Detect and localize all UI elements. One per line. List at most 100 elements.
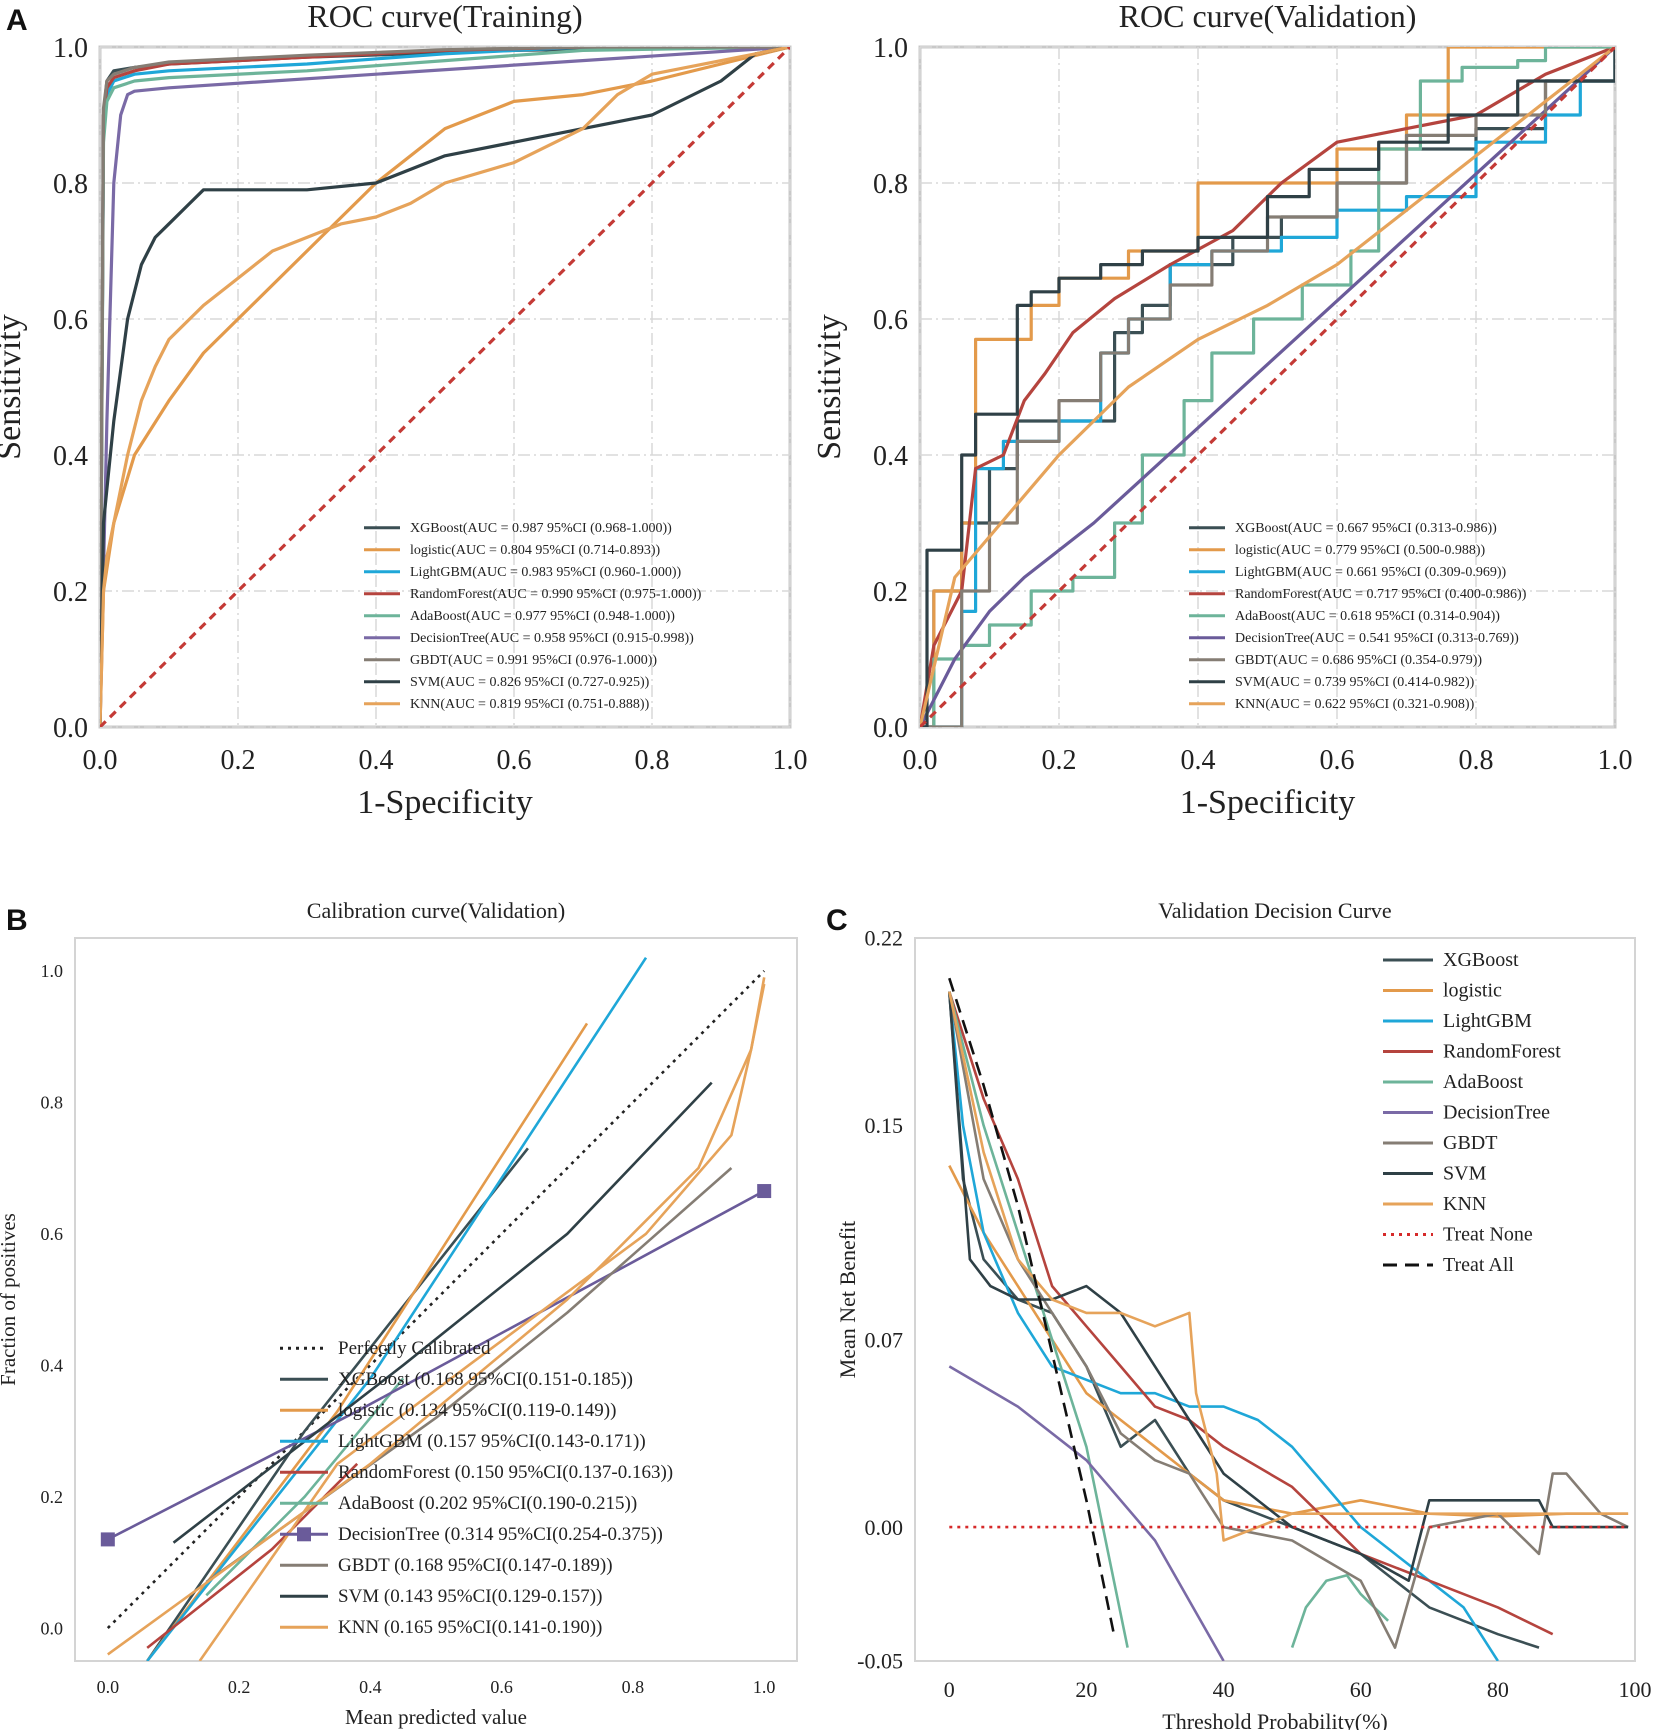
ytick-label-3: 0.6 — [873, 305, 908, 336]
series-line-lightgbm — [948, 991, 1499, 1661]
series-line-xgboost — [948, 991, 1540, 1649]
panel-label-c: C — [826, 904, 848, 937]
legend-label-svm: SVM (0.143 95%CI(0.129-0.157)) — [338, 1586, 602, 1607]
x-axis-label: 1-Specificity — [1180, 784, 1356, 821]
series-line-svm — [172, 1081, 713, 1544]
ytick-label-3: 0.6 — [41, 1224, 64, 1244]
legend-label-lightgbm: LightGBM(AUC = 0.983 95%CI (0.960-1.000)… — [410, 565, 681, 580]
ytick-label-2: 0.4 — [53, 441, 88, 472]
ytick-label-2: 0.07 — [865, 1327, 904, 1352]
ytick-label-5: 1.0 — [41, 961, 64, 981]
series-line-adaboost — [100, 47, 790, 727]
panel-label-a: A — [6, 4, 28, 37]
series-line-knn — [920, 47, 1615, 727]
legend-label-gbdt: GBDT(AUC = 0.991 95%CI (0.976-1.000)) — [410, 653, 657, 668]
ytick-label-0: 0.0 — [873, 713, 908, 744]
series-line-randomforest — [146, 1462, 359, 1649]
series-line-decisiontree — [948, 1365, 1225, 1661]
ytick-label-4: 0.22 — [865, 926, 904, 951]
ytick-label-2: 0.4 — [873, 441, 908, 472]
xtick-label-4: 0.8 — [622, 1677, 645, 1697]
legend-label-knn: KNN — [1443, 1193, 1486, 1215]
legend-label-adaboost: AdaBoost — [1443, 1071, 1523, 1093]
xtick-label-2: 0.4 — [1181, 745, 1216, 776]
xtick-label-4: 80 — [1487, 1677, 1509, 1702]
legend-label-logistic: logistic(AUC = 0.779 95%CI (0.500-0.988)… — [1235, 543, 1485, 558]
series-line-decisiontree — [920, 47, 1615, 727]
legend-label-lightgbm: LightGBM (0.157 95%CI(0.143-0.171)) — [338, 1431, 646, 1452]
y-axis-label: Sensitivity — [0, 314, 28, 459]
xtick-label-5: 1.0 — [773, 745, 808, 776]
series-line-randomforest — [920, 47, 1615, 727]
legend-label-adaboost: AdaBoost(AUC = 0.618 95%CI (0.314-0.904)… — [1235, 609, 1500, 624]
legend-label-perfectly calibrated: Perfectly Calibrated — [338, 1338, 491, 1359]
legend-label-svm: SVM — [1443, 1163, 1487, 1185]
y-axis-label: Mean Net Benefit — [835, 1221, 860, 1379]
legend-label-randomforest: RandomForest(AUC = 0.990 95%CI (0.975-1.… — [410, 587, 702, 602]
x-axis-label: Mean predicted value — [345, 1705, 527, 1729]
legend-label-decisiontree: DecisionTree (0.314 95%CI(0.254-0.375)) — [338, 1524, 663, 1545]
legend-label-treat all: Treat All — [1443, 1254, 1514, 1276]
legend-label-lightgbm: LightGBM(AUC = 0.661 95%CI (0.309-0.969)… — [1235, 565, 1506, 580]
x-axis-label: 1-Specificity — [357, 784, 533, 821]
ytick-label-3: 0.6 — [53, 305, 88, 336]
legend-label-gbdt: GBDT (0.168 95%CI(0.147-0.189)) — [338, 1555, 613, 1576]
ytick-label-0: -0.05 — [857, 1649, 903, 1674]
series-line-perfectly calibrated — [106, 969, 766, 1630]
series-line-knn — [100, 47, 790, 727]
legend-label-decisiontree: DecisionTree(AUC = 0.541 95%CI (0.313-0.… — [1235, 631, 1519, 646]
series-marker-decisiontree — [757, 1184, 772, 1199]
xtick-label-5: 1.0 — [1598, 745, 1633, 776]
ytick-label-0: 0.0 — [53, 713, 88, 744]
y-axis-label: Sensitivity — [811, 314, 848, 459]
chart-title: Validation Decision Curve — [1158, 898, 1391, 923]
series-line-svm — [920, 47, 1615, 727]
xtick-label-0: 0.0 — [97, 1677, 120, 1697]
series-line-knn-low — [198, 983, 766, 1661]
xtick-label-0: 0 — [944, 1677, 955, 1702]
ytick-label-4: 0.8 — [41, 1093, 64, 1113]
ytick-label-5: 1.0 — [53, 33, 88, 64]
legend-label-xgboost: XGBoost(AUC = 0.667 95%CI (0.313-0.986)) — [1235, 521, 1497, 536]
xtick-label-1: 0.2 — [228, 1677, 251, 1697]
legend: XGBoost(AUC = 0.667 95%CI (0.313-0.986))… — [1189, 521, 1527, 712]
legend-label-logistic: logistic (0.134 95%CI(0.119-0.149)) — [338, 1400, 616, 1421]
series-group — [100, 956, 772, 1661]
series-line-gbdt — [920, 47, 1615, 727]
xtick-label-5: 1.0 — [753, 1677, 776, 1697]
series-group — [100, 47, 790, 727]
chart-decision_curve_validation: 0 20 40 60 80 100 -0.05 0.00 0.07 0.15 0.22 Validat… — [835, 898, 1652, 1730]
ytick-label-4: 0.8 — [53, 169, 88, 200]
ytick-label-1: 0.2 — [53, 577, 88, 608]
ytick-label-3: 0.15 — [865, 1113, 904, 1138]
ytick-label-5: 1.0 — [873, 33, 908, 64]
xtick-label-1: 0.2 — [1042, 745, 1077, 776]
legend-label-logistic: logistic — [1443, 980, 1502, 1002]
legend: XGBoost(AUC = 0.987 95%CI (0.968-1.000))… — [364, 521, 702, 712]
series-line-chance — [100, 47, 790, 727]
chart-title: ROC curve(Validation) — [1119, 0, 1417, 34]
xtick-label-4: 0.8 — [1459, 745, 1494, 776]
series-line-adaboost — [920, 47, 1615, 727]
xtick-label-3: 60 — [1350, 1677, 1372, 1702]
series-line-xgboost — [146, 1147, 529, 1661]
legend: Perfectly Calibrated XGBoost (0.168 95%CI… — [280, 1338, 673, 1638]
ytick-label-1: 0.2 — [873, 577, 908, 608]
series-line-gbdt — [948, 991, 1629, 1649]
legend-label-randomforest: RandomForest — [1443, 1041, 1561, 1063]
legend-label-lightgbm: LightGBM — [1443, 1010, 1532, 1032]
legend-label-logistic: logistic(AUC = 0.804 95%CI (0.714-0.893)… — [410, 543, 660, 558]
xtick-label-0: 0.0 — [903, 745, 938, 776]
legend-label-adaboost: AdaBoost (0.202 95%CI(0.190-0.215)) — [338, 1493, 637, 1514]
ytick-label-4: 0.8 — [873, 169, 908, 200]
series-line-svm — [948, 991, 1629, 1582]
legend-label-xgboost: XGBoost(AUC = 0.987 95%CI (0.968-1.000)) — [410, 521, 672, 536]
series-line-lightgbm — [146, 956, 648, 1661]
series-line-adaboost — [205, 1377, 405, 1597]
series-line-decisiontree — [100, 47, 790, 727]
ytick-label-1: 0.00 — [865, 1515, 904, 1540]
xtick-label-5: 100 — [1619, 1677, 1652, 1702]
legend-label-knn: KNN(AUC = 0.622 95%CI (0.321-0.908)) — [1235, 697, 1475, 712]
